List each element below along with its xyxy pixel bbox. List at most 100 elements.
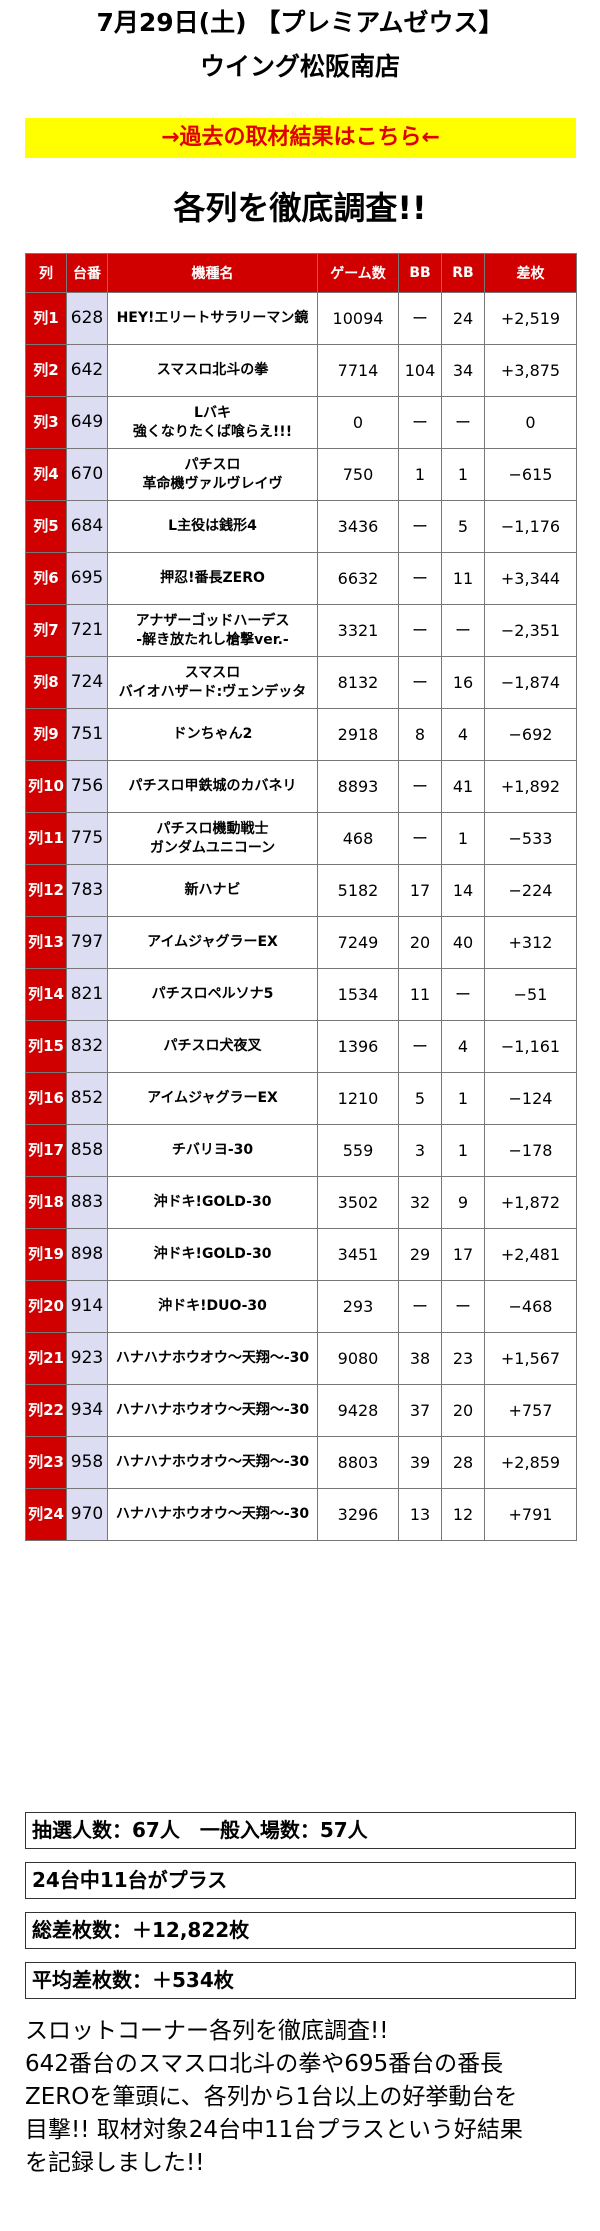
machine-number: 832 — [66, 1020, 108, 1073]
game-count: 7249 — [317, 916, 399, 969]
row-label: 列7 — [25, 604, 67, 657]
rb-count: 16 — [441, 656, 485, 709]
diff-value: +3,875 — [484, 344, 577, 397]
row-label: 列19 — [25, 1228, 67, 1281]
row-label: 列15 — [25, 1020, 67, 1073]
diff-value: −615 — [484, 448, 577, 501]
diff-value: −1,874 — [484, 656, 577, 709]
machine-number: 721 — [66, 604, 108, 657]
col-header-rb: RB — [441, 253, 485, 293]
date-title: 7月29日(土) 【プレミアムゼウス】 — [96, 8, 504, 37]
machine-name: ハナハナホウオウ〜天翔〜-30 — [107, 1384, 318, 1437]
machine-name-line1: Lバキ — [194, 404, 231, 421]
rb-count: 4 — [441, 708, 485, 761]
diff-value: −533 — [484, 812, 577, 865]
machine-name: ハナハナホウオウ〜天翔〜-30 — [107, 1488, 318, 1541]
diff-value: −178 — [484, 1124, 577, 1177]
game-count: 5182 — [317, 864, 399, 917]
rb-count: ー — [441, 1280, 485, 1333]
row-label: 列23 — [25, 1436, 67, 1489]
diff-value: −1,176 — [484, 500, 577, 553]
machine-name-line1: L主役は銭形4 — [168, 518, 257, 534]
game-count: 1396 — [317, 1020, 399, 1073]
machine-name: スマスロバイオハザード:ヴェンデッタ — [107, 656, 318, 709]
table-row: 列9 751 ドンちゃん2 2918 8 4 −692 — [25, 708, 577, 761]
table-row: 列17 858 チバリヨ-30 559 3 1 −178 — [25, 1124, 577, 1177]
bb-count: ー — [398, 500, 442, 553]
machine-name-line1: ハナハナホウオウ〜天翔〜-30 — [115, 1350, 310, 1366]
machine-name-line1: スマスロ — [184, 664, 241, 681]
bb-count: 39 — [398, 1436, 442, 1489]
diff-value: −468 — [484, 1280, 577, 1333]
rb-count: 17 — [441, 1228, 485, 1281]
machine-name-line1: アイムジャグラーEX — [147, 1090, 278, 1106]
machine-name: ドンちゃん2 — [107, 708, 318, 761]
machine-name-line1: パチスロペルソナ5 — [151, 986, 274, 1002]
machine-name: チバリヨ-30 — [107, 1124, 318, 1177]
machine-name-line1: 押忍!番長ZERO — [160, 570, 265, 586]
rb-count: 20 — [441, 1384, 485, 1437]
machine-name: 沖ドキ!DUO-30 — [107, 1280, 318, 1333]
average-diff: 平均差枚数：＋534枚 — [25, 1962, 576, 1999]
bb-count: 13 — [398, 1488, 442, 1541]
machine-name-line1: パチスロ — [184, 456, 241, 473]
diff-value: −224 — [484, 864, 577, 917]
table-row: 列19 898 沖ドキ!GOLD-30 3451 29 17 +2,481 — [25, 1228, 577, 1281]
diff-value: 0 — [484, 396, 577, 449]
row-label: 列10 — [25, 760, 67, 813]
machine-name: パチスロ甲鉄城のカバネリ — [107, 760, 318, 813]
machine-name-line2: 革命機ヴァルヴレイヴ — [142, 475, 283, 492]
machine-number: 958 — [66, 1436, 108, 1489]
machine-name: 押忍!番長ZERO — [107, 552, 318, 605]
rb-count: ー — [441, 968, 485, 1021]
diff-value: +2,519 — [484, 292, 577, 345]
past-results-link[interactable]: →過去の取材結果はこちら← — [25, 118, 576, 158]
diff-value: +757 — [484, 1384, 577, 1437]
diff-value: −51 — [484, 968, 577, 1021]
bb-count: 32 — [398, 1176, 442, 1229]
rb-count: 4 — [441, 1020, 485, 1073]
row-label: 列11 — [25, 812, 67, 865]
summary-line: 642番台のスマスロ北斗の拳や695番台の番長 — [25, 2051, 504, 2077]
rb-count: ー — [441, 604, 485, 657]
machine-name: HEY!エリートサラリーマン鏡 — [107, 292, 318, 345]
machine-name: ハナハナホウオウ〜天翔〜-30 — [107, 1436, 318, 1489]
col-header-row: 列 — [25, 253, 67, 293]
bb-count: 20 — [398, 916, 442, 969]
game-count: 3502 — [317, 1176, 399, 1229]
machine-name-line1: アイムジャグラーEX — [147, 934, 278, 950]
machine-name: L主役は銭形4 — [107, 500, 318, 553]
summary-line: 目撃!! 取材対象24台中11台プラスという好結果 — [25, 2117, 523, 2143]
bb-count: 5 — [398, 1072, 442, 1125]
machine-number: 649 — [66, 396, 108, 449]
diff-value: −1,161 — [484, 1020, 577, 1073]
rb-count: 28 — [441, 1436, 485, 1489]
table-row: 列6 695 押忍!番長ZERO 6632 ー 11 +3,344 — [25, 552, 577, 605]
machine-name-line1: スマスロ北斗の拳 — [156, 362, 269, 378]
game-count: 8893 — [317, 760, 399, 813]
machine-name-line2: バイオハザード:ヴェンデッタ — [118, 683, 307, 700]
bb-count: 8 — [398, 708, 442, 761]
machine-name: パチスロ革命機ヴァルヴレイヴ — [107, 448, 318, 501]
bb-count: 17 — [398, 864, 442, 917]
table-row: 列1 628 HEY!エリートサラリーマン鏡 10094 ー 24 +2,519 — [25, 292, 577, 345]
row-label: 列5 — [25, 500, 67, 553]
summary-line: を記録しました!! — [25, 2150, 205, 2176]
bb-count: ー — [398, 1020, 442, 1073]
bb-count: ー — [398, 760, 442, 813]
game-count: 6632 — [317, 552, 399, 605]
rb-count: 14 — [441, 864, 485, 917]
store-name: ウイング松阪南店 — [199, 52, 400, 81]
machine-number: 642 — [66, 344, 108, 397]
machine-name-line1: パチスロ機動戦士 — [156, 820, 269, 837]
summary-line: スロットコーナー各列を徹底調査!! — [25, 2018, 389, 2044]
bb-count: ー — [398, 656, 442, 709]
machine-name-line1: HEY!エリートサラリーマン鏡 — [116, 310, 309, 326]
summary-line: ZEROを筆頭に、各列から1台以上の好挙動台を — [25, 2084, 518, 2110]
machine-number: 914 — [66, 1280, 108, 1333]
table-row: 列4 670 パチスロ 革命機ヴァルヴレイヴ 750 1 1 −615 — [25, 448, 577, 501]
machine-name: スマスロ北斗の拳 — [107, 344, 318, 397]
row-label: 列12 — [25, 864, 67, 917]
game-count: 3321 — [317, 604, 399, 657]
rb-count: 1 — [441, 1072, 485, 1125]
